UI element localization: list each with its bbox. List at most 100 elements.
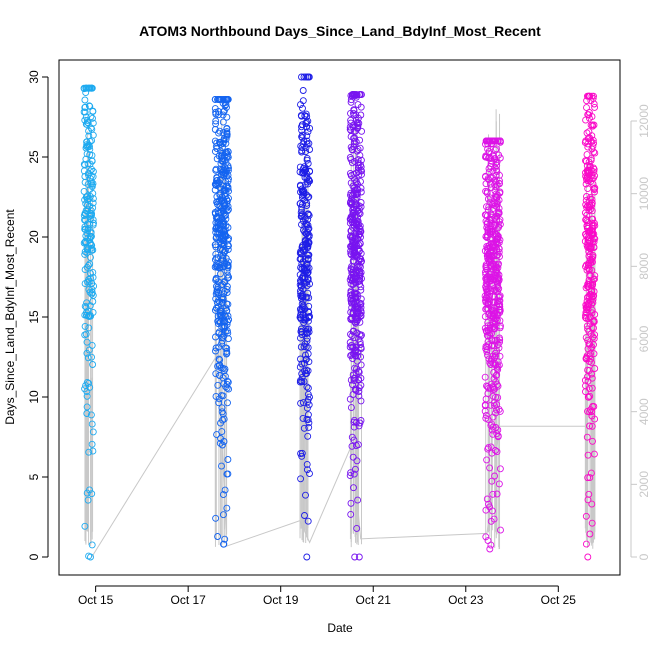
data-point [346, 123, 354, 131]
data-point [218, 298, 226, 306]
data-point [585, 393, 593, 401]
data-point [304, 517, 312, 525]
data-point [213, 179, 221, 187]
data-point [217, 281, 225, 289]
data-point [82, 239, 90, 247]
data-point [484, 415, 492, 423]
data-point [350, 374, 358, 382]
data-point [590, 350, 598, 358]
data-point [296, 277, 304, 285]
data-point [589, 437, 596, 445]
data-point [298, 144, 306, 152]
data-point [495, 271, 503, 279]
data-point [491, 243, 499, 251]
data-point [215, 129, 223, 137]
data-point [493, 406, 500, 414]
data-point [588, 384, 596, 392]
data-point [220, 172, 228, 180]
data-point [348, 433, 356, 441]
data-point [484, 444, 492, 452]
data-point [489, 200, 497, 208]
data-point [353, 524, 361, 532]
data-point [495, 344, 503, 352]
data-point [356, 318, 364, 326]
data-point [304, 242, 312, 250]
data-point [583, 322, 591, 330]
data-point [584, 345, 592, 353]
data-point [588, 408, 596, 416]
data-point [354, 124, 361, 132]
data-point [591, 331, 599, 339]
data-point [590, 450, 598, 458]
data-point [486, 194, 494, 202]
data-point [351, 553, 359, 561]
data-point [220, 190, 228, 198]
data-point [494, 191, 501, 199]
data-point [87, 229, 95, 237]
data-point [82, 207, 90, 215]
data-point [219, 108, 227, 116]
data-point [492, 190, 500, 198]
data-point [299, 217, 307, 225]
data-point [304, 229, 312, 236]
data-point [583, 301, 591, 309]
series-cluster [80, 84, 98, 561]
data-point [589, 215, 597, 223]
data-point [89, 168, 97, 175]
data-point [496, 236, 504, 244]
data-point [497, 322, 504, 330]
data-point [489, 383, 497, 391]
data-point [483, 456, 491, 464]
data-point [494, 232, 502, 240]
data-point [297, 475, 305, 483]
data-point [355, 553, 363, 561]
data-point [298, 265, 306, 273]
data-point [81, 196, 89, 204]
data-point [304, 317, 312, 325]
data-point [349, 328, 357, 335]
data-point [83, 388, 91, 396]
data-point [356, 151, 364, 159]
data-point [352, 386, 360, 394]
data-point [212, 275, 220, 283]
y-right-tick-label: 8000 [637, 253, 650, 280]
data-point [489, 507, 496, 515]
data-point [585, 114, 593, 122]
data-point [354, 186, 362, 194]
data-point [347, 116, 355, 124]
data-point [482, 533, 490, 541]
data-point [304, 289, 312, 297]
data-point [588, 422, 596, 430]
data-point [352, 293, 360, 301]
data-point [489, 490, 497, 498]
points-layer [80, 73, 599, 561]
data-point [212, 250, 220, 258]
data-point [488, 420, 496, 428]
data-point [491, 275, 499, 282]
data-point [584, 553, 592, 561]
data-point [304, 193, 312, 201]
data-point [483, 189, 491, 197]
data-point [81, 104, 89, 111]
data-point [213, 431, 221, 439]
data-point [586, 201, 594, 209]
data-point [588, 500, 596, 508]
data-point [82, 155, 90, 163]
data-point [216, 309, 224, 317]
data-point [483, 331, 491, 339]
data-point [212, 177, 220, 185]
data-point [88, 440, 96, 448]
data-point [212, 282, 220, 290]
data-point [486, 545, 494, 553]
data-point [483, 281, 491, 288]
data-point [224, 184, 232, 192]
data-point [299, 97, 307, 105]
data-point [355, 335, 362, 343]
data-point [583, 129, 591, 137]
data-point [223, 504, 231, 512]
data-point [584, 234, 592, 242]
data-point [355, 384, 363, 392]
data-point [213, 198, 221, 206]
data-point [84, 496, 92, 504]
data-point [583, 306, 591, 314]
